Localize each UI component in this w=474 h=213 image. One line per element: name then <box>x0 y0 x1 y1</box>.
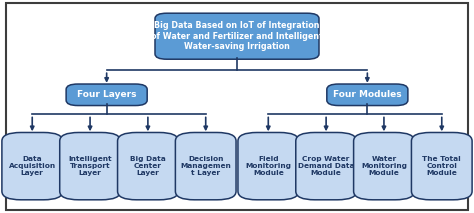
FancyBboxPatch shape <box>118 132 178 200</box>
Text: Decision
Managemen
t Layer: Decision Managemen t Layer <box>180 156 231 176</box>
Text: The Total
Control
Module: The Total Control Module <box>422 156 461 176</box>
Text: Big Data
Center
Layer: Big Data Center Layer <box>130 156 166 176</box>
FancyBboxPatch shape <box>411 132 472 200</box>
Text: Data
Acquisition
Layer: Data Acquisition Layer <box>9 156 56 176</box>
Text: Crop Water
Demand Data
Module: Crop Water Demand Data Module <box>298 156 355 176</box>
FancyBboxPatch shape <box>238 132 299 200</box>
FancyBboxPatch shape <box>155 13 319 59</box>
Text: Water
Monitoring
Module: Water Monitoring Module <box>361 156 407 176</box>
FancyBboxPatch shape <box>296 132 356 200</box>
FancyBboxPatch shape <box>2 132 63 200</box>
Text: Four Layers: Four Layers <box>77 90 137 99</box>
FancyBboxPatch shape <box>6 3 468 210</box>
FancyBboxPatch shape <box>327 84 408 105</box>
FancyBboxPatch shape <box>175 132 236 200</box>
Text: Four Modules: Four Modules <box>333 90 401 99</box>
FancyBboxPatch shape <box>354 132 414 200</box>
FancyBboxPatch shape <box>60 132 120 200</box>
Text: Field
Monitoring
Module: Field Monitoring Module <box>245 156 292 176</box>
FancyBboxPatch shape <box>66 84 147 105</box>
Text: Intelligent
Transport
Layer: Intelligent Transport Layer <box>68 156 112 176</box>
Text: Big Data Based on IoT of Integration
of Water and Fertilizer and Intelligent
Wat: Big Data Based on IoT of Integration of … <box>151 21 323 52</box>
